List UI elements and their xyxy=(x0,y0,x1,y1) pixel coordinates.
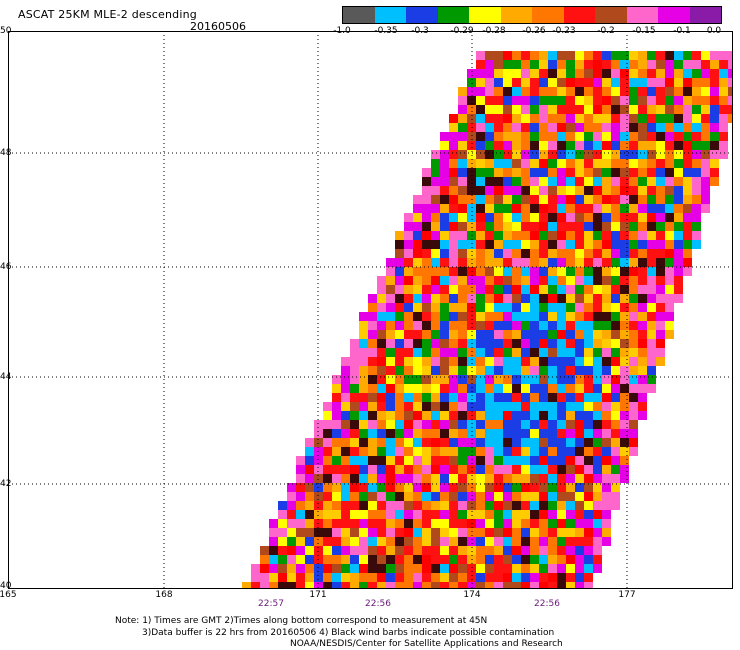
lat-label-44: 44 xyxy=(0,372,12,382)
color-scale-swatch xyxy=(532,7,564,23)
time-label-3: 22:56 xyxy=(534,599,560,609)
lon-label-168: 168 xyxy=(155,590,173,600)
color-scale-bar xyxy=(342,6,722,24)
time-label-1: 22:57 xyxy=(258,599,284,609)
lat-label-40: 40 xyxy=(0,581,12,591)
map-grid xyxy=(8,31,733,589)
color-scale-swatch xyxy=(437,7,469,23)
color-scale-swatch xyxy=(500,7,532,23)
color-scale-swatch xyxy=(595,7,627,23)
color-scale-swatch xyxy=(689,7,721,23)
lat-label-42: 42 xyxy=(0,479,12,489)
lat-label-50: 50 xyxy=(0,26,12,36)
date-label: 20160506 xyxy=(190,20,246,33)
color-scale-swatch xyxy=(406,7,438,23)
color-scale-swatch xyxy=(626,7,658,23)
color-scale-swatch xyxy=(563,7,595,23)
color-scale-swatch xyxy=(343,7,375,23)
lon-label-171: 171 xyxy=(309,590,327,600)
note-line-3: NOAA/NESDIS/Center for Satellite Applica… xyxy=(290,639,563,649)
note-line-2: 3)Data buffer is 22 hrs from 20160506 4)… xyxy=(142,628,555,638)
time-label-2: 22:56 xyxy=(365,599,391,609)
color-scale-swatch xyxy=(658,7,690,23)
color-scale-swatch xyxy=(469,7,501,23)
map-frame xyxy=(8,31,733,589)
lon-label-177: 177 xyxy=(618,590,636,600)
lat-label-48: 48 xyxy=(0,148,12,158)
swath-map xyxy=(8,31,733,589)
lon-label-165: 165 xyxy=(0,590,17,600)
swath-cells xyxy=(242,51,733,589)
lon-label-174: 174 xyxy=(463,590,481,600)
lat-label-46: 46 xyxy=(0,262,12,272)
note-line-1: Note: 1) Times are GMT 2)Times along bot… xyxy=(115,616,488,626)
color-scale-swatch xyxy=(374,7,406,23)
chart-title: ASCAT 25KM MLE-2 descending xyxy=(18,8,197,21)
